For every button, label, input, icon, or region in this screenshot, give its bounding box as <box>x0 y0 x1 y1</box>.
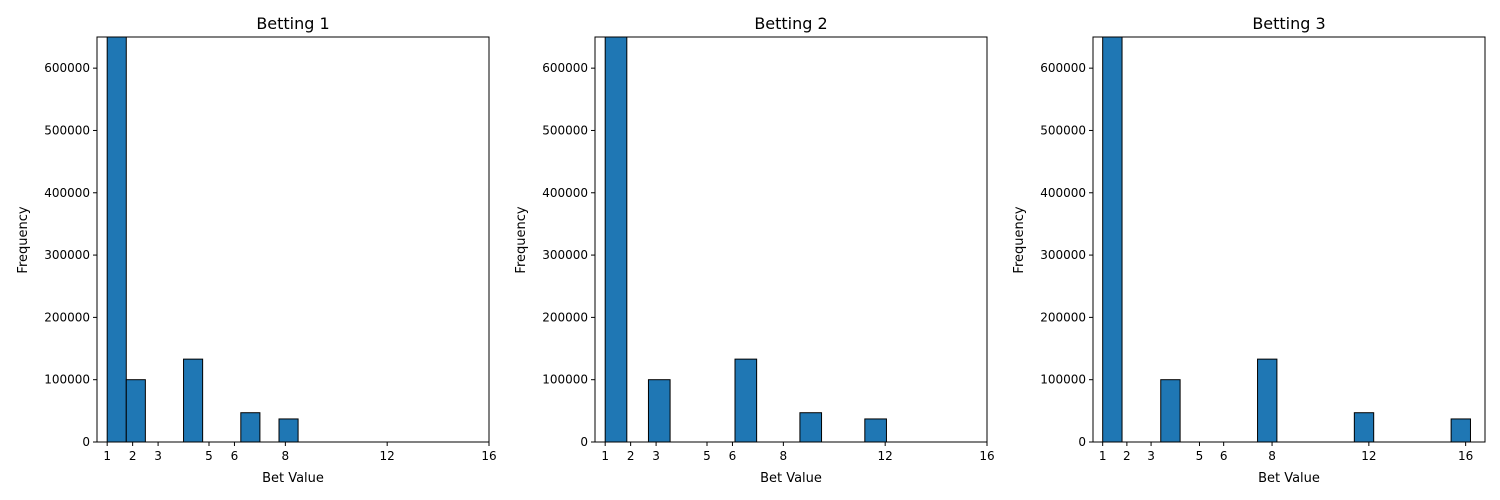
y-tick-label: 200000 <box>542 310 588 324</box>
histogram-bar <box>183 358 204 443</box>
x-tick-label: 5 <box>703 449 711 463</box>
x-tick-label: 8 <box>282 449 290 463</box>
y-tick-label: 500000 <box>542 123 588 137</box>
y-tick-label: 400000 <box>542 186 588 200</box>
y-tick-label: 100000 <box>44 373 90 387</box>
x-axis-label: Bet Value <box>262 471 324 486</box>
y-tick-label: 100000 <box>542 373 588 387</box>
y-tick-label: 600000 <box>44 61 90 75</box>
y-axis-label: Frequency <box>1012 206 1027 273</box>
chart-title: Betting 2 <box>754 14 827 33</box>
y-tick-label: 500000 <box>44 123 90 137</box>
x-tick-label: 6 <box>231 449 239 463</box>
y-tick-label: 0 <box>580 435 588 449</box>
x-tick-label: 5 <box>1196 449 1204 463</box>
x-tick-label: 1 <box>1099 449 1107 463</box>
x-tick-label: 1 <box>103 449 111 463</box>
x-tick-label: 3 <box>652 449 660 463</box>
x-tick-label: 12 <box>878 449 893 463</box>
y-tick-label: 300000 <box>1040 248 1086 262</box>
x-tick-label: 8 <box>1268 449 1276 463</box>
x-tick-label: 12 <box>380 449 395 463</box>
x-tick-label: 2 <box>627 449 635 463</box>
y-tick-label: 400000 <box>1040 186 1086 200</box>
axes-frame <box>1092 36 1486 443</box>
x-tick-label: 16 <box>481 449 496 463</box>
subplot-betting-3: Betting 3 Bet Value Frequency 1 2 3 5 6 8 12 16… <box>1012 14 1486 486</box>
y-tick-label: 0 <box>82 435 90 449</box>
y-tick-label: 600000 <box>542 61 588 75</box>
x-tick-label: 3 <box>1147 449 1155 463</box>
histogram-bar <box>125 379 146 443</box>
axes-frame <box>96 36 490 443</box>
x-tick-label: 3 <box>154 449 162 463</box>
chart-title: Betting 1 <box>256 14 329 33</box>
x-tick-label: 6 <box>1220 449 1228 463</box>
subplot-betting-2: Betting 2 Bet Value Frequency 1 2 3 5 6 8 12 16… <box>514 14 995 486</box>
histogram-bar <box>734 358 758 443</box>
y-tick-label: 200000 <box>1040 310 1086 324</box>
y-tick-label: 100000 <box>1040 373 1086 387</box>
x-tick-label: 1 <box>601 449 609 463</box>
subplot-betting-1: Betting 1 Bet Value Frequency 1 2 3 5 6 8 12 16… <box>16 14 497 486</box>
y-tick-label: 600000 <box>1040 61 1086 75</box>
chart-title: Betting 3 <box>1252 14 1325 33</box>
histogram-bar <box>799 412 823 443</box>
histogram-bar <box>604 36 628 443</box>
x-tick-label: 16 <box>1458 449 1473 463</box>
y-tick-label: 0 <box>1078 435 1086 449</box>
x-axis-label: Bet Value <box>1258 471 1320 486</box>
histogram-bar <box>278 418 299 443</box>
y-tick-label: 500000 <box>1040 123 1086 137</box>
histogram-bar <box>1257 358 1278 443</box>
y-axis-label: Frequency <box>16 206 31 273</box>
y-tick-label: 300000 <box>542 248 588 262</box>
histogram-bar <box>106 36 127 443</box>
histogram-bar <box>1102 36 1123 443</box>
x-tick-label: 8 <box>780 449 788 463</box>
y-tick-label: 400000 <box>44 186 90 200</box>
y-tick-label: 200000 <box>44 310 90 324</box>
x-tick-label: 2 <box>1123 449 1131 463</box>
x-tick-label: 12 <box>1361 449 1376 463</box>
histogram-bar <box>647 379 671 443</box>
x-axis-label: Bet Value <box>760 471 822 486</box>
histogram-bar <box>1450 418 1471 443</box>
x-tick-label: 2 <box>129 449 137 463</box>
x-tick-label: 6 <box>729 449 737 463</box>
histogram-bar <box>864 418 887 443</box>
x-tick-label: 5 <box>205 449 213 463</box>
y-axis-label: Frequency <box>514 206 529 273</box>
y-tick-label: 300000 <box>44 248 90 262</box>
axes-frame <box>594 36 988 443</box>
histogram-bar <box>1353 412 1375 443</box>
histogram-bar <box>1160 379 1181 443</box>
histogram-bar <box>240 412 261 443</box>
x-tick-label: 16 <box>979 449 994 463</box>
